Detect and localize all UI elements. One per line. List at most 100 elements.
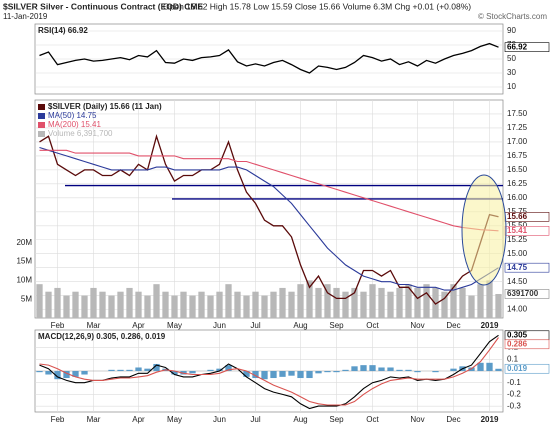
x-tick-label: Aug [293,415,307,424]
bar [45,371,52,375]
value-tag: 0.019 [507,364,528,373]
bar [171,295,178,318]
panel-title: RSI(14) 66.92 [38,26,88,35]
bar [297,284,304,318]
bar [351,287,358,318]
bar [441,291,448,318]
x-tick-label: Dec [446,415,460,424]
bar [477,362,484,371]
bar [333,287,340,318]
value-tag-box [504,42,550,52]
bar [387,291,394,318]
bar [351,366,358,371]
legend-swatch [38,131,45,137]
y-tick-label: 14.00 [507,305,528,314]
y-tick-label: -0.3 [507,401,521,410]
bar [189,295,196,318]
value-tag: 6391700 [507,289,539,298]
bar [117,369,124,371]
bar [378,367,385,371]
bar [288,291,295,318]
y-tick-label: 17.25 [507,123,528,132]
bar [126,287,133,318]
y2-tick-label: 20M [16,238,32,247]
bar [225,365,232,371]
date: 11-Jan-2019 [3,12,48,21]
bar [423,284,430,318]
bar [189,371,196,374]
x-tick-label: Jul [250,415,260,424]
bar [36,371,43,373]
x-tick-label: Sep [329,321,344,330]
chart-title: $SILVER Silver - Continuous Contract (EO… [3,1,203,11]
x-tick-label: Jul [250,321,260,330]
y2-tick-label: 10M [16,276,32,285]
x-tick-label: 2019 [481,415,499,424]
bar [306,371,313,379]
bar [81,371,88,375]
y-tick-label: 16.00 [507,193,528,202]
bar [171,371,178,375]
x-tick-label: Jun [213,321,226,330]
x-tick-label: Feb [51,415,65,424]
x-tick-label: May [167,321,182,330]
bar [450,368,457,371]
y-tick-label: 15.00 [507,249,528,258]
bar [459,287,466,318]
bar [396,369,403,371]
bar [72,291,79,318]
x-tick-label: Apr [132,321,145,330]
x-tick-label: Oct [366,415,379,424]
value-tag-box [504,262,550,273]
bar [252,371,259,379]
legend-swatch [38,113,45,119]
panel-title: MACD(12,26,9) 0.305, 0.286, 0.019 [38,332,166,341]
y-tick-label: 10 [507,82,516,91]
bar [63,295,70,318]
value-tag-box [504,289,550,299]
quote: Open 15.62 High 15.78 Low 15.59 Close 15… [163,1,471,11]
x-tick-label: Oct [366,321,379,330]
value-tag: 15.66 [507,212,528,221]
bar [432,371,439,373]
bar [369,284,376,318]
bar [405,284,412,318]
bar [342,291,349,318]
bar [495,368,502,371]
y-tick-label: 15.25 [507,235,528,244]
bar [153,284,160,318]
bar [99,291,106,318]
bar [63,371,70,379]
bar [324,371,331,373]
x-tick-label: Nov [410,321,424,330]
series-line [39,337,499,406]
legend-label: $SILVER (Daily) 15.66 (11 Jan) [48,102,162,111]
legend-swatch [38,122,45,128]
bar [72,371,79,377]
x-tick-label: Aug [293,321,307,330]
value-tag: 0.286 [507,339,528,348]
bar [315,287,322,318]
bar [180,291,187,318]
bar [342,369,349,371]
bar [297,371,304,379]
bar [396,287,403,318]
bar [468,295,475,318]
bar [36,284,43,318]
bar [252,291,259,318]
bar [108,369,115,371]
bar [378,287,385,318]
bar [54,371,61,380]
x-tick-label: Nov [410,415,424,424]
y-tick-label: -0.1 [507,378,521,387]
bar [144,295,151,318]
bar [81,295,88,318]
series-line [39,146,499,291]
bar [54,287,61,318]
legend-label: MA(50) 14.75 [48,111,97,120]
bar [117,291,124,318]
y-tick-label: 16.25 [507,179,528,188]
y-tick-label: 50 [507,54,516,63]
